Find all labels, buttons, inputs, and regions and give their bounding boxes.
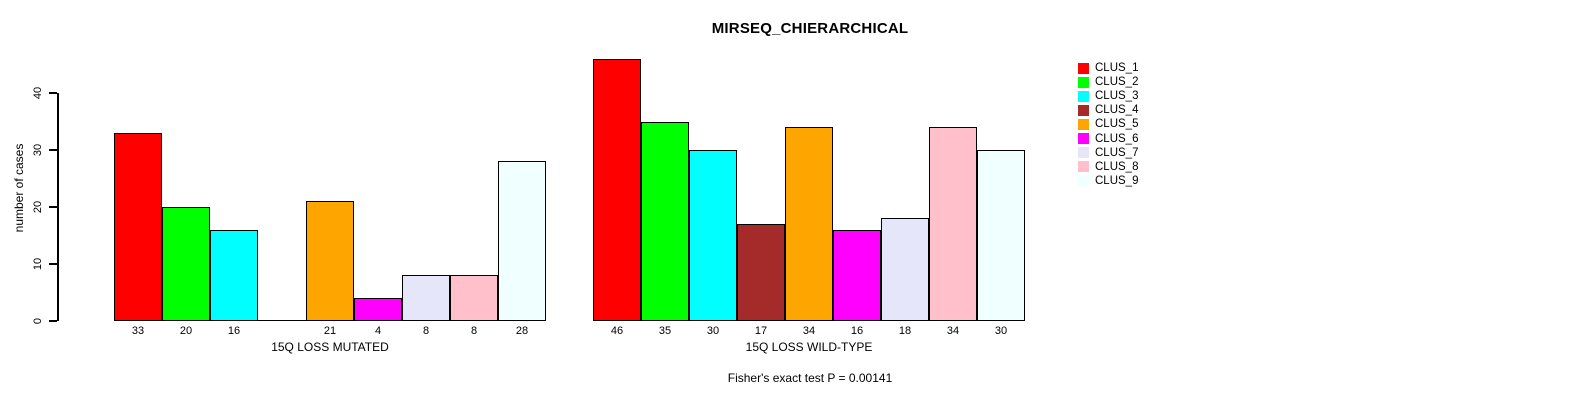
y-tick-mark xyxy=(49,206,57,208)
legend-swatch xyxy=(1078,62,1089,74)
legend-item-clus_5: CLUS_5 xyxy=(1078,117,1138,131)
legend-item-clus_1: CLUS_1 xyxy=(1078,61,1138,75)
legend-label: CLUS_4 xyxy=(1095,104,1139,117)
bar-clus_4-group1-zero xyxy=(258,319,306,321)
bar-clus_5-group1 xyxy=(306,201,354,321)
y-tick-mark xyxy=(49,320,57,322)
fisher-test-footnote: Fisher's exact test P = 0.00141 xyxy=(727,371,893,385)
legend-swatch xyxy=(1078,147,1089,159)
bar-value-label: 21 xyxy=(323,325,337,337)
legend-swatch xyxy=(1078,133,1089,144)
legend-swatch xyxy=(1078,161,1089,173)
bar-value-label: 34 xyxy=(802,325,816,337)
y-tick-mark xyxy=(49,263,57,265)
bar-clus_8-group2 xyxy=(929,127,977,321)
bar-clus_9-group2 xyxy=(977,150,1025,321)
bar-clus_8-group1 xyxy=(450,275,498,321)
legend-swatch xyxy=(1078,118,1089,130)
legend-label: CLUS_6 xyxy=(1095,132,1139,145)
bar-clus_2-group1 xyxy=(162,207,210,321)
y-tick-label: 0 xyxy=(32,317,44,325)
bar-value-label: 34 xyxy=(946,325,960,337)
bar-clus_3-group1 xyxy=(210,229,258,321)
bar-clus_6-group1 xyxy=(354,298,402,321)
bar-value-label: 46 xyxy=(610,325,624,337)
bar-value-label: 16 xyxy=(850,325,864,337)
y-tick-label: 30 xyxy=(32,143,44,157)
bar-value-label: 8 xyxy=(422,325,430,337)
group-axis-label-mutated: 15Q LOSS MUTATED xyxy=(271,340,389,354)
bar-value-label: 35 xyxy=(658,325,672,337)
legend-label: CLUS_5 xyxy=(1095,118,1139,131)
legend-swatch xyxy=(1078,104,1089,116)
bar-value-label: 30 xyxy=(706,325,720,337)
bar-value-label: 30 xyxy=(994,325,1008,337)
chart-title: MIRSEQ_CHIERARCHICAL xyxy=(711,20,909,37)
legend-label: CLUS_3 xyxy=(1095,90,1139,103)
y-tick-label: 10 xyxy=(32,257,44,271)
legend-label: CLUS_7 xyxy=(1095,146,1139,159)
legend-swatch xyxy=(1078,76,1089,88)
bar-clus_4-group2 xyxy=(737,224,785,321)
bar-clus_7-group2 xyxy=(881,218,929,321)
bar-value-label: 18 xyxy=(898,325,912,337)
bar-value-label: 33 xyxy=(131,325,145,337)
y-tick-label: 20 xyxy=(32,200,44,214)
bar-clus_7-group1 xyxy=(402,275,450,321)
legend-swatch xyxy=(1078,90,1089,102)
bar-clus_2-group2 xyxy=(641,121,689,321)
legend-item-clus_3: CLUS_3 xyxy=(1078,89,1138,103)
legend-item-clus_6: CLUS_6 xyxy=(1078,132,1138,146)
legend-item-clus_2: CLUS_2 xyxy=(1078,75,1138,89)
bar-clus_1-group1 xyxy=(114,132,162,321)
y-axis-title: number of cases xyxy=(12,143,26,233)
bar-clus_6-group2 xyxy=(833,229,881,321)
legend-item-clus_7: CLUS_7 xyxy=(1078,146,1138,160)
y-tick-mark xyxy=(49,92,57,94)
bar-value-label: 20 xyxy=(179,325,193,337)
bar-value-label: 28 xyxy=(515,325,529,337)
bar-value-label: 17 xyxy=(754,325,768,337)
group-axis-label-wild-type: 15Q LOSS WILD-TYPE xyxy=(745,340,873,354)
bar-clus_1-group2 xyxy=(593,58,641,321)
legend-label: CLUS_8 xyxy=(1095,160,1139,173)
legend-label: CLUS_2 xyxy=(1095,76,1139,89)
bar-clus_9-group1 xyxy=(498,161,546,321)
y-tick-mark xyxy=(49,149,57,151)
bar-clus_5-group2 xyxy=(785,127,833,321)
bar-value-label: 16 xyxy=(227,325,241,337)
legend-item-clus_4: CLUS_4 xyxy=(1078,103,1138,117)
y-tick-label: 40 xyxy=(32,86,44,100)
legend-label: CLUS_1 xyxy=(1095,62,1139,74)
legend-label: CLUS_9 xyxy=(1095,174,1139,187)
bar-value-label: 4 xyxy=(374,325,382,337)
legend-item-clus_9: CLUS_9 xyxy=(1078,174,1138,188)
legend-swatch xyxy=(1078,175,1089,187)
y-axis-line xyxy=(57,93,59,321)
bar-clus_3-group2 xyxy=(689,150,737,321)
legend-item-clus_8: CLUS_8 xyxy=(1078,160,1138,174)
bar-value-label: 8 xyxy=(470,325,478,337)
